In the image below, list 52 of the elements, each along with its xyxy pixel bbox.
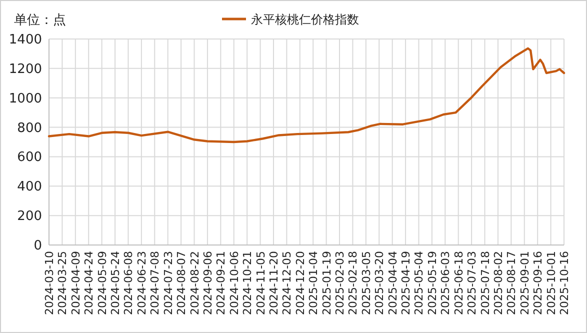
line-series — [48, 47, 566, 144]
x-tick-label: 2024-07-23 — [162, 251, 175, 315]
x-tick-label: 2025-10-16 — [558, 251, 571, 315]
x-tick-label: 2024-10-21 — [241, 251, 254, 315]
x-tick-label: 2024-05-24 — [109, 251, 122, 315]
x-tick-label: 2024-10-06 — [228, 251, 241, 315]
x-tick-label: 2024-04-24 — [82, 251, 96, 315]
x-tick-label: 2024-11-05 — [254, 251, 268, 315]
x-tick-label: 2024-03-25 — [56, 251, 70, 315]
x-tick-label: 2024-12-20 — [294, 251, 307, 315]
x-tick-label: 2025-07-03 — [466, 251, 479, 315]
y-tick-label: 1000 — [8, 91, 42, 106]
x-tick-label: 2024-09-06 — [201, 251, 214, 315]
x-tick-label: 2025-08-17 — [505, 251, 518, 315]
x-tick-label: 2024-11-20 — [267, 251, 280, 315]
x-tick-label: 2024-04-09 — [69, 251, 82, 315]
x-tick-label: 2025-02-03 — [334, 251, 347, 315]
x-tick-label: 2024-06-08 — [122, 251, 136, 315]
legend: 永平核桃仁价格指数 — [222, 12, 359, 26]
x-tick-label: 2024-05-09 — [96, 251, 109, 315]
x-tick-label: 2025-05-19 — [426, 251, 439, 315]
x-tick-label: 2025-04-19 — [400, 251, 413, 315]
x-tick-label: 2025-10-01 — [544, 251, 558, 315]
x-tick-label: 2025-02-18 — [346, 251, 360, 315]
legend-label: 永平核桃仁价格指数 — [251, 12, 359, 26]
x-tick-label: 2025-06-18 — [452, 251, 466, 315]
x-tick-label: 2024-03-10 — [43, 251, 56, 315]
y-tick-label: 0 — [34, 238, 42, 254]
y-tick-label: 400 — [17, 180, 42, 195]
x-tick-label: 2025-06-03 — [439, 251, 452, 315]
x-tick-label: 2025-08-02 — [492, 251, 505, 315]
x-tick-label: 2025-07-18 — [478, 251, 492, 315]
x-tick-label: 2024-12-05 — [280, 251, 294, 315]
x-tick-label: 2025-09-16 — [532, 251, 545, 315]
x-tick-label: 2024-08-22 — [188, 251, 202, 315]
x-tick-label: 2024-09-21 — [214, 251, 228, 315]
y-tick-label: 1200 — [8, 62, 42, 77]
x-tick-label: 2024-06-23 — [135, 251, 148, 315]
y-tick-label: 800 — [17, 120, 42, 136]
x-tick-label: 2025-05-04 — [412, 251, 426, 315]
y-tick-label: 1400 — [8, 32, 42, 48]
y-tick-label: 600 — [17, 150, 42, 166]
x-tick-label: 2024-07-08 — [148, 251, 162, 315]
x-tick-label: 2024-08-07 — [175, 251, 188, 315]
x-tick-label: 2025-01-19 — [320, 251, 334, 315]
y-tick-label: 200 — [17, 209, 42, 224]
x-tick-label: 2025-03-20 — [373, 251, 386, 315]
x-tick-label: 2025-09-01 — [518, 251, 532, 315]
x-tick-label: 2025-01-04 — [307, 251, 320, 315]
x-tick-label: 2025-04-04 — [386, 251, 400, 315]
y-axis-title: 单位：点 — [14, 13, 66, 28]
x-tick-label: 2025-03-05 — [360, 251, 373, 315]
